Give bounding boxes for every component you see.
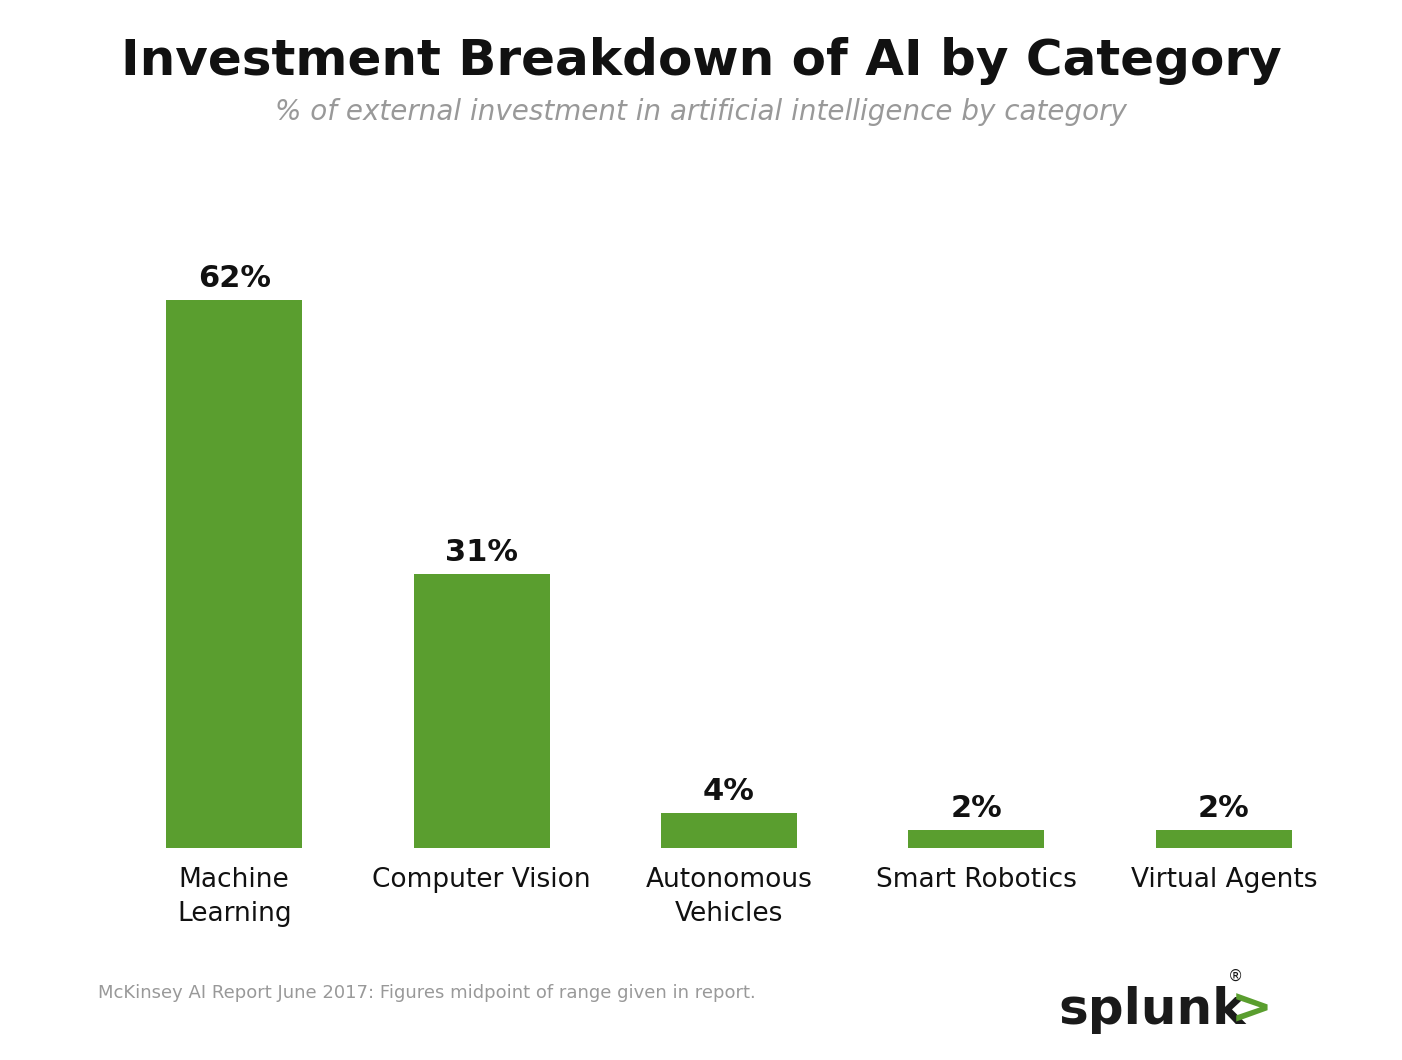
Bar	[1155, 830, 1291, 848]
Text: splunk: splunk	[1059, 986, 1246, 1034]
Bar	[414, 575, 550, 848]
Text: Investment Breakdown of AI by Category: Investment Breakdown of AI by Category	[121, 37, 1281, 85]
Text: 4%: 4%	[702, 777, 756, 806]
Bar	[167, 300, 303, 848]
Bar	[660, 813, 798, 848]
Text: >: >	[1231, 986, 1273, 1034]
Text: 2%: 2%	[1197, 794, 1249, 824]
Text: 62%: 62%	[198, 264, 271, 294]
Bar	[908, 830, 1044, 848]
Text: 31%: 31%	[444, 538, 519, 567]
Text: 2%: 2%	[951, 794, 1002, 824]
Text: McKinsey AI Report June 2017: Figures midpoint of range given in report.: McKinsey AI Report June 2017: Figures mi…	[98, 984, 756, 1002]
Text: ®: ®	[1228, 969, 1244, 984]
Text: % of external investment in artificial intelligence by category: % of external investment in artificial i…	[275, 98, 1127, 125]
